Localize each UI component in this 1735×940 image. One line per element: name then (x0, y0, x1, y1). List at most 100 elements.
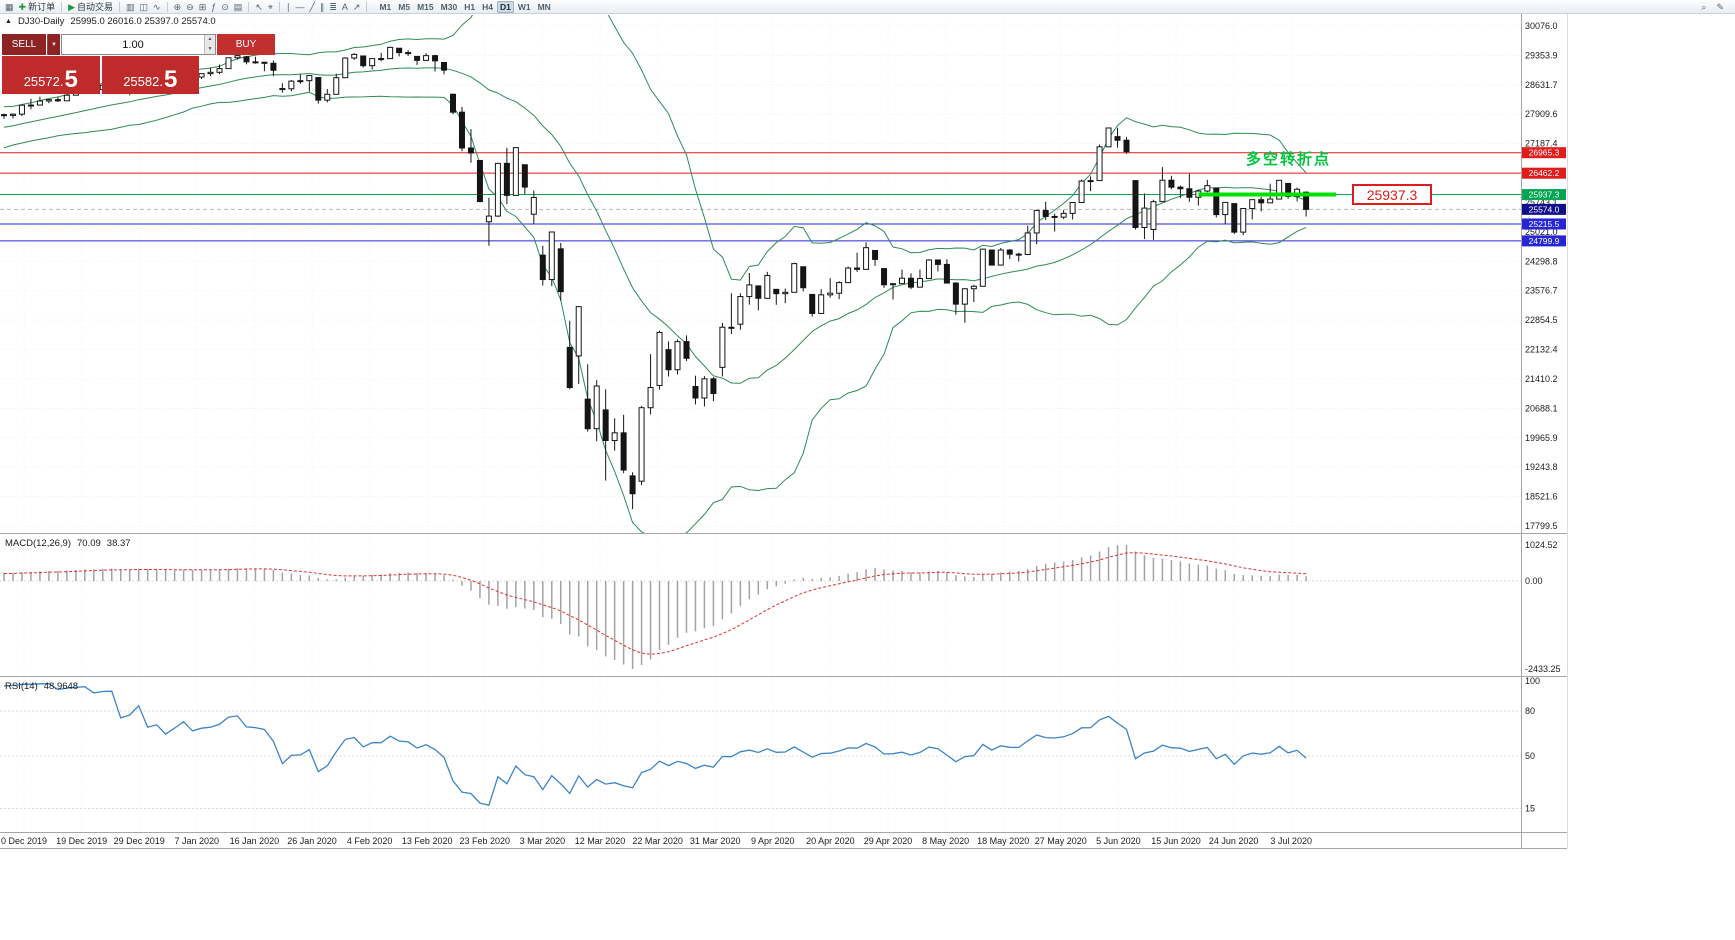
edit-button[interactable]: ✎ (1714, 1, 1726, 13)
cursor-button[interactable]: ↖ (253, 1, 265, 13)
line-chart-button[interactable]: ∿ (151, 1, 163, 13)
new-order-button-label: 新订单 (28, 1, 56, 12)
svg-text:22 Mar 2020: 22 Mar 2020 (632, 836, 683, 846)
svg-text:9 Apr 2020: 9 Apr 2020 (751, 836, 795, 846)
trendline-icon: ╱ (309, 1, 315, 12)
zoom-in-button[interactable]: ⊕ (172, 1, 184, 13)
new-order-button[interactable]: ✚ 新订单 (17, 1, 58, 13)
horizontal-line-button[interactable]: ― (293, 1, 306, 13)
zoom-out-button[interactable]: ⊖ (184, 1, 196, 13)
timeframe-button-M1[interactable]: M1 (379, 1, 392, 12)
magnifier-icon: ⌕ (1701, 1, 1707, 12)
chart-title: ▲ DJ30-Daily 25995.0 26016.0 25397.0 255… (5, 16, 216, 27)
cursor-icon: ↖ (255, 1, 263, 12)
svg-text:30076.0: 30076.0 (1525, 21, 1558, 31)
bar-chart-icon: ▥ (126, 1, 135, 12)
edit-icon: ✎ (1716, 1, 1724, 12)
svg-text:13 Feb 2020: 13 Feb 2020 (402, 836, 453, 846)
volume-spinner: ▲ ▼ (204, 35, 215, 54)
arrow-button[interactable]: ↗ (351, 1, 363, 13)
period-button[interactable]: ⊙ (219, 1, 231, 13)
svg-text:19965.9: 19965.9 (1525, 433, 1558, 443)
candlestick-chart-button[interactable]: ◫ (138, 1, 151, 13)
toolbar-separator (166, 1, 168, 12)
new-order-icon: ✚ (18, 1, 27, 12)
svg-text:18 May 2020: 18 May 2020 (977, 836, 1029, 846)
panel-borders (0, 14, 1568, 849)
fibonacci-button[interactable]: ≣ (327, 1, 339, 13)
macd-signal-value: 38.37 (106, 538, 131, 549)
auto-trading-button[interactable]: ▶ 自动交易 (66, 1, 115, 13)
volume-input[interactable] (62, 35, 204, 54)
svg-text:15: 15 (1525, 804, 1535, 814)
bar-chart-button[interactable]: ▥ (124, 1, 137, 13)
channel-icon: ∥ (319, 1, 325, 12)
vertical-line-icon: ∣ (285, 1, 291, 12)
volume-up-icon[interactable]: ▲ (205, 35, 215, 45)
svg-text:22132.4: 22132.4 (1525, 345, 1558, 355)
sell-options-caret-icon[interactable]: ▼ (47, 34, 60, 55)
volume-down-icon[interactable]: ▼ (205, 44, 215, 54)
turning-point-annotation[interactable]: 多空转折点 (1246, 151, 1332, 168)
bid-price-badge (1522, 203, 1566, 215)
price-badge (1522, 189, 1566, 201)
timeframe-button-W1[interactable]: W1 (517, 1, 531, 12)
channel-button[interactable]: ∥ (318, 1, 327, 13)
svg-text:19243.8: 19243.8 (1525, 462, 1558, 472)
trend-price-label[interactable]: 25937.3 (1352, 184, 1432, 205)
price-badge (1522, 167, 1566, 179)
sell-price-panel[interactable]: 25572. 5 (2, 56, 100, 94)
crosshair-button[interactable]: ⌖ (266, 1, 275, 13)
svg-text:20688.1: 20688.1 (1525, 403, 1558, 413)
toolbar-separator (61, 1, 63, 12)
grid-lines (0, 15, 1521, 833)
svg-text:27 May 2020: 27 May 2020 (1035, 836, 1087, 846)
trendline-button[interactable]: ╱ (307, 1, 316, 13)
buy-price-big-digit: 5 (163, 66, 178, 93)
svg-text:100: 100 (1525, 676, 1540, 686)
price-badge (1522, 218, 1566, 230)
price-axis[interactable]: 30076.0 29353.9 28631.7 27909.6 27187.4 25743… (1522, 21, 1566, 531)
buy-price-panel[interactable]: 25582. 5 (101, 56, 199, 94)
svg-text:19 Dec 2019: 19 Dec 2019 (56, 836, 107, 846)
buy-button[interactable]: BUY (217, 34, 275, 55)
rsi-indicator-label: RSI(14) 48.9648 (5, 681, 78, 692)
rsi-title: RSI(14) (5, 681, 38, 692)
timeframe-button-M30[interactable]: M30 (440, 1, 458, 12)
svg-text:16 Jan 2020: 16 Jan 2020 (230, 836, 280, 846)
sell-button[interactable]: SELL (2, 34, 46, 55)
timeframe-button-M5[interactable]: M5 (398, 1, 411, 12)
timeframe-button-D1[interactable]: D1 (496, 0, 514, 13)
svg-text:29353.9: 29353.9 (1525, 50, 1558, 60)
one-click-collapse-icon[interactable]: ▲ (5, 18, 12, 25)
indicators-button[interactable]: ƒ (209, 1, 218, 13)
timeframe-button-M15[interactable]: M15 (417, 1, 434, 12)
date-axis[interactable]: 0 Dec 2019 19 Dec 2019 29 Dec 2019 7 Jan 20… (1, 836, 1312, 846)
chart-window-button[interactable]: ▦ (3, 1, 16, 13)
magnifier-button[interactable]: ⌕ (1699, 1, 1708, 13)
tile-windows-icon: ⊞ (198, 1, 207, 12)
svg-text:7 Jan 2020: 7 Jan 2020 (175, 836, 220, 846)
tile-windows-button[interactable]: ⊞ (197, 1, 209, 13)
text-button[interactable]: A (340, 1, 350, 13)
timeframe-button-H1[interactable]: H1 (464, 1, 476, 12)
timeframe-button-MN[interactable]: MN (537, 1, 551, 12)
svg-text:24 Jun 2020: 24 Jun 2020 (1209, 836, 1259, 846)
svg-text:25215.5: 25215.5 (1529, 219, 1560, 229)
macd-panel: 1024.52 0.00 -2433.25 (0, 540, 1561, 674)
macd-indicator-label: MACD(12,26,9) 70.09 38.37 (5, 538, 131, 549)
main-toolbar: ▦ ✚ 新订单 ▶ 自动交易 ▥ ◫ ∿ ⊕ ⊖ ⊞ ƒ ⊙ ▤ ↖ ⌖ ∣ ― ╱ ∥ ≣ A ↗ M1 M5 M15 M30 H… (0, 0, 1735, 14)
zoom-in-icon: ⊕ (173, 1, 182, 12)
toolbar-right-group: ⌕ ✎ (1699, 1, 1732, 13)
vertical-line-button[interactable]: ∣ (284, 1, 293, 13)
bollinger-bands (3, 15, 1307, 533)
rsi-line (3, 683, 1307, 806)
svg-text:23 Feb 2020: 23 Feb 2020 (460, 836, 511, 846)
svg-text:80: 80 (1525, 706, 1535, 716)
svg-text:4 Feb 2020: 4 Feb 2020 (347, 836, 393, 846)
macd-title: MACD(12,26,9) (5, 538, 71, 549)
templates-button[interactable]: ▤ (232, 1, 245, 13)
timeframe-button-H4[interactable]: H4 (482, 1, 493, 12)
svg-text:1024.52: 1024.52 (1525, 540, 1558, 550)
